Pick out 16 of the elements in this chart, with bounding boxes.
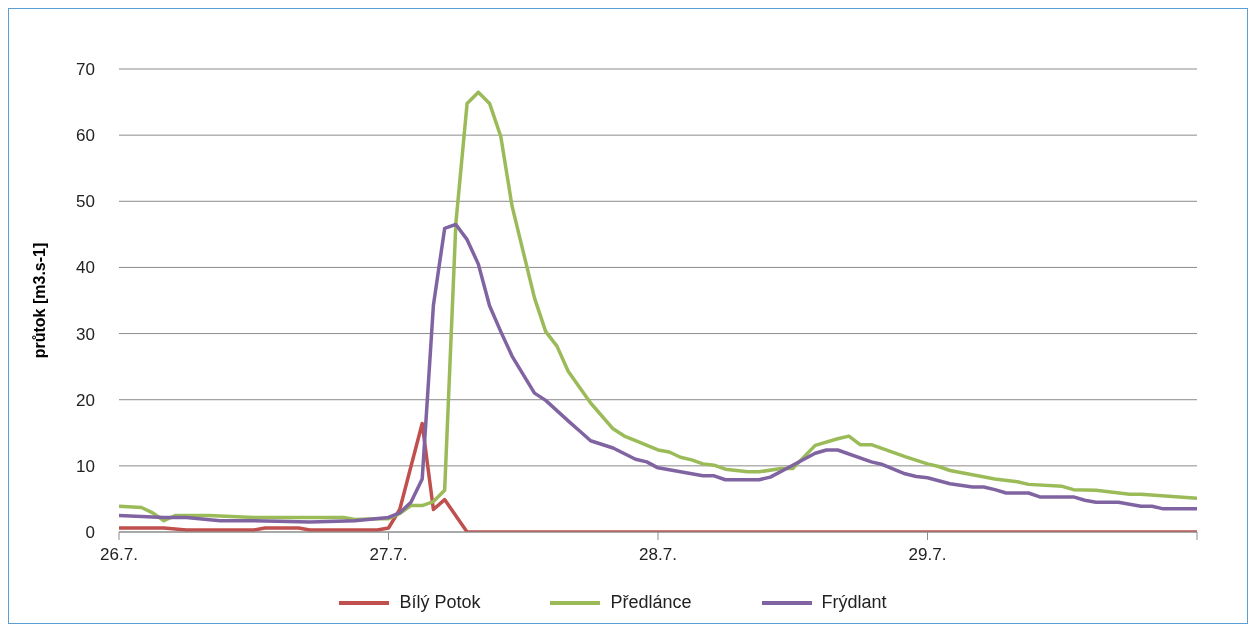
y-tick-label: 60 [76, 126, 95, 146]
y-axis-title: průtok [m3.s-1] [30, 242, 48, 359]
y-tick-label: 20 [76, 390, 95, 410]
legend-label: Frýdlant [821, 592, 887, 613]
y-tick-label: 40 [76, 258, 95, 278]
y-tick-label: 10 [76, 456, 95, 476]
x-tick-label: 29.7. [908, 545, 947, 565]
legend-label: Předlánce [610, 592, 692, 613]
y-tick-label: 30 [76, 324, 95, 344]
x-tick-label: 26.7. [100, 545, 138, 565]
x-tick-label: 28.7. [639, 545, 677, 565]
x-tick-label: 27.7. [369, 545, 408, 565]
y-tick-label: 70 [76, 60, 95, 80]
y-tick-label: 50 [76, 192, 95, 212]
y-tick-label: 0 [85, 523, 95, 543]
legend-label: Bílý Potok [399, 592, 481, 613]
